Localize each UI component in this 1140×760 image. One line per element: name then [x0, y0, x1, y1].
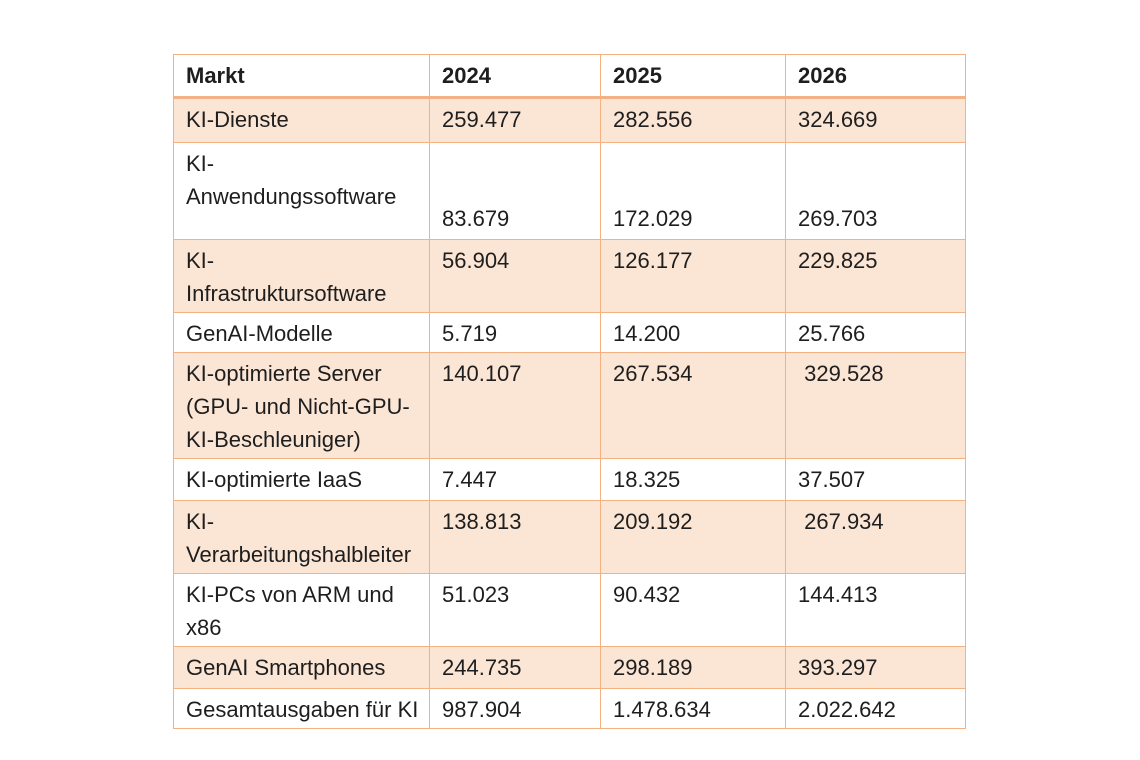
- market-label-cell: Gesamtausgaben für KI: [173, 688, 430, 729]
- value-cell-2026: 25.766: [785, 312, 966, 353]
- value-cell-2026: 2.022.642: [785, 688, 966, 729]
- table-row-ki-pcs: KI-PCs von ARM und x86 51.023 90.432 144…: [173, 573, 966, 647]
- value-cell-2025: 126.177: [600, 239, 786, 313]
- value-cell-2026: 267.934: [785, 500, 966, 574]
- value-cell-2024: 244.735: [429, 646, 601, 689]
- value-cell-2025: 18.325: [600, 458, 786, 501]
- value-cell-2026: 37.507: [785, 458, 966, 501]
- value-cell-2026: 324.669: [785, 97, 966, 143]
- header-cell-2026: 2026: [785, 54, 966, 99]
- ki-market-spending-table: Markt 2024 2025 2026 KI-Dienste 259.477 …: [173, 54, 966, 729]
- value-cell-2024: 987.904: [429, 688, 601, 729]
- market-label-cell: KI-Dienste: [173, 97, 430, 143]
- table-row-ki-optimierte-server: KI-optimierte Server (GPU- und Nicht-GPU…: [173, 352, 966, 459]
- value-cell-2025: 14.200: [600, 312, 786, 353]
- value-cell-2024: 138.813: [429, 500, 601, 574]
- table-row-ki-infrastruktursoftware: KI- Infrastruktursoftware 56.904 126.177…: [173, 239, 966, 313]
- market-label-cell: KI-PCs von ARM und x86: [173, 573, 430, 647]
- market-label-cell: KI-optimierte Server (GPU- und Nicht-GPU…: [173, 352, 430, 459]
- header-cell-2025: 2025: [600, 54, 786, 99]
- value-cell-2025: 298.189: [600, 646, 786, 689]
- value-cell-2025: 209.192: [600, 500, 786, 574]
- market-label-cell: KI- Verarbeitungshalbleiter: [173, 500, 430, 574]
- table-row-ki-verarbeitungshalbleiter: KI- Verarbeitungshalbleiter 138.813 209.…: [173, 500, 966, 574]
- value-cell-2026: 229.825: [785, 239, 966, 313]
- value-cell-2025: 1.478.634: [600, 688, 786, 729]
- value-cell-2024: 7.447: [429, 458, 601, 501]
- value-cell-2024: 5.719: [429, 312, 601, 353]
- value-cell-2026: 329.528: [785, 352, 966, 459]
- value-cell-2024: 140.107: [429, 352, 601, 459]
- value-cell-2026: 144.413: [785, 573, 966, 647]
- table-row-ki-anwendungssoftware: KI- Anwendungssoftware 83.679 172.029 26…: [173, 142, 966, 240]
- header-cell-markt: Markt: [173, 54, 430, 99]
- header-row: Markt 2024 2025 2026: [173, 54, 966, 99]
- value-cell-2025: 172.029: [600, 142, 786, 240]
- table-row-ki-optimierte-iaas: KI-optimierte IaaS 7.447 18.325 37.507: [173, 458, 966, 501]
- value-cell-2024: 83.679: [429, 142, 601, 240]
- value-cell-2024: 259.477: [429, 97, 601, 143]
- value-cell-2025: 90.432: [600, 573, 786, 647]
- value-cell-2025: 267.534: [600, 352, 786, 459]
- header-cell-2024: 2024: [429, 54, 601, 99]
- market-label-cell: KI- Infrastruktursoftware: [173, 239, 430, 313]
- value-cell-2024: 56.904: [429, 239, 601, 313]
- market-label-cell: GenAI Smartphones: [173, 646, 430, 689]
- table-row-genai-modelle: GenAI-Modelle 5.719 14.200 25.766: [173, 312, 966, 353]
- market-label-cell: KI-optimierte IaaS: [173, 458, 430, 501]
- table-row-ki-dienste: KI-Dienste 259.477 282.556 324.669: [173, 97, 966, 143]
- value-cell-2024: 51.023: [429, 573, 601, 647]
- market-label-cell: KI- Anwendungssoftware: [173, 142, 430, 240]
- table-row-genai-smartphones: GenAI Smartphones 244.735 298.189 393.29…: [173, 646, 966, 689]
- market-label-cell: GenAI-Modelle: [173, 312, 430, 353]
- value-cell-2025: 282.556: [600, 97, 786, 143]
- value-cell-2026: 393.297: [785, 646, 966, 689]
- table-row-gesamtausgaben: Gesamtausgaben für KI 987.904 1.478.634 …: [173, 688, 966, 729]
- value-cell-2026: 269.703: [785, 142, 966, 240]
